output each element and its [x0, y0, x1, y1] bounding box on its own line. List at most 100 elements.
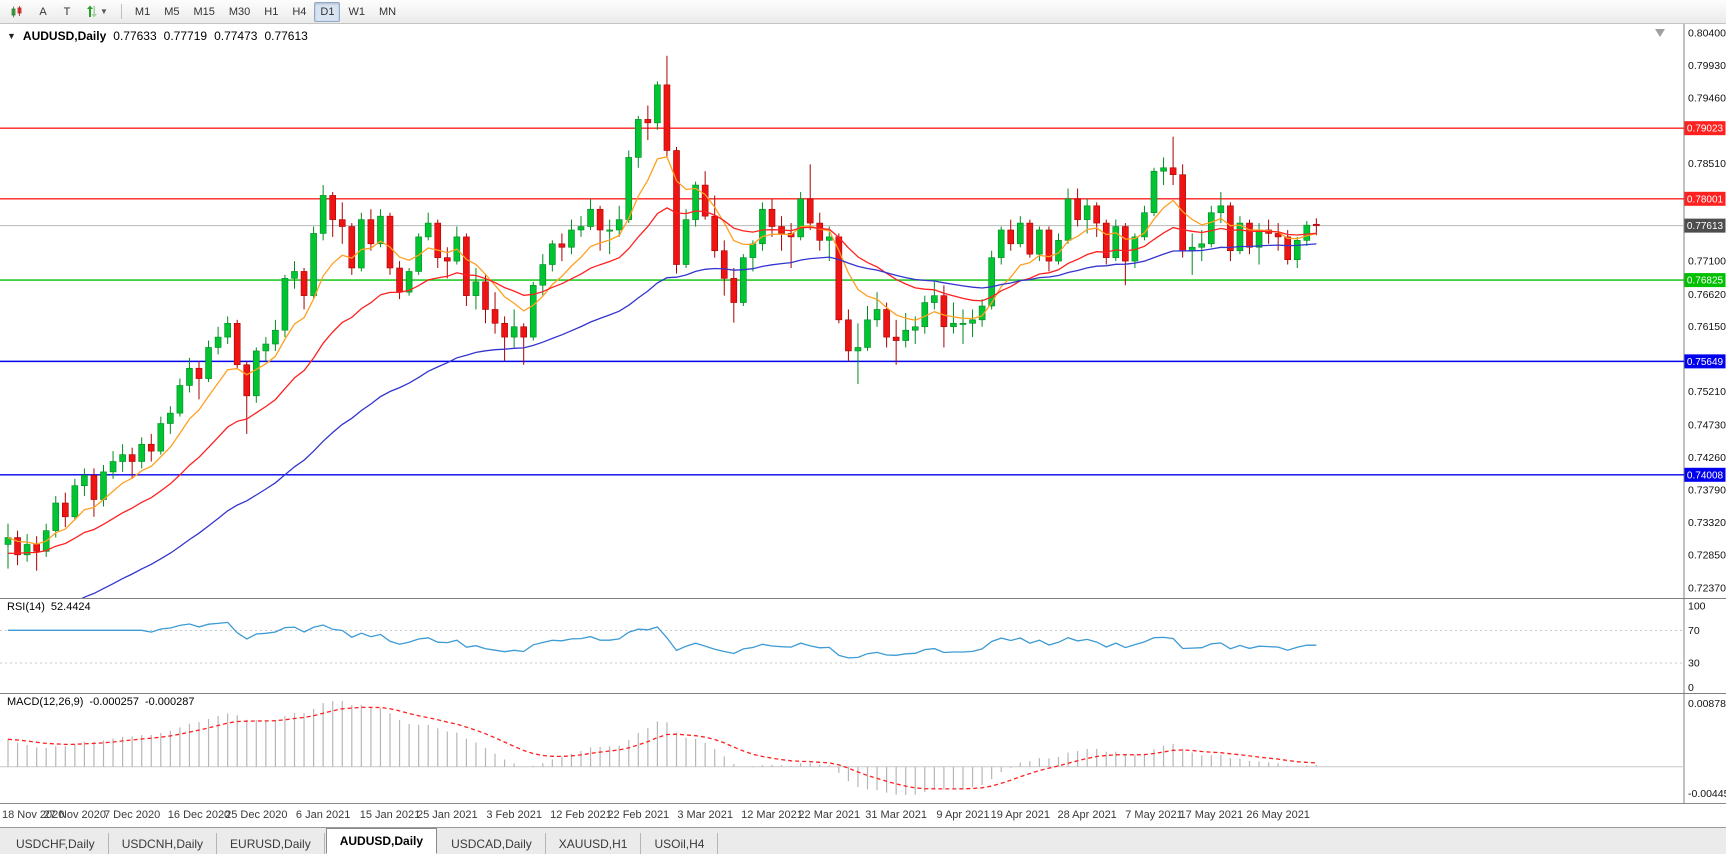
symbol-tab-eurusd[interactable]: EURUSD,Daily [217, 833, 325, 854]
candle-up [864, 319, 871, 348]
price-badge-label: 0.75649 [1687, 357, 1724, 368]
ohlc-open: 0.77633 [113, 29, 157, 43]
candle-up [262, 343, 270, 352]
timeframe-group: M1 M5 M15 M30 H1 H4 D1 W1 MN [129, 1, 402, 22]
timeframe-m15-button[interactable]: M15 [193, 5, 215, 18]
ma-fast-line [7, 156, 1317, 545]
price-axis-label: 0.79930 [1688, 60, 1726, 72]
candle-up [1112, 226, 1120, 258]
date-label: 28 Apr 2021 [1057, 809, 1117, 821]
chart-icon[interactable] [4, 2, 30, 22]
price-badge-label: 0.76825 [1687, 276, 1724, 287]
candle-up [52, 502, 60, 531]
candle-up [1303, 224, 1311, 241]
candle-up [176, 385, 184, 414]
candle-up [81, 475, 88, 487]
price-badge [1684, 467, 1726, 482]
rsi-axis-label: 100 [1688, 601, 1706, 613]
candle-up [472, 281, 480, 296]
candle-down [1274, 233, 1282, 238]
candle-down [883, 309, 890, 338]
timeframe-h4-button[interactable]: H4 [292, 5, 307, 18]
candle-up [214, 336, 222, 348]
macd-name: MACD(12,26,9) [7, 696, 84, 708]
candle-up [902, 329, 910, 341]
date-label: 9 Apr 2021 [936, 809, 990, 821]
candle-up [549, 243, 556, 265]
candle-up [100, 471, 107, 500]
candle-down [482, 281, 489, 310]
timeframe-h1-button[interactable]: H1 [264, 5, 279, 18]
date-label: 6 Jan 2021 [295, 809, 351, 821]
symbol-tab-usdcad[interactable]: USDCAD,Daily [438, 833, 546, 854]
main-chart-panel[interactable]: 0.804000.799300.794600.789800.785100.780… [0, 24, 1726, 598]
symbol-tab-audusd[interactable]: AUDUSD,Daily [325, 828, 438, 854]
candle-up [969, 319, 976, 324]
candle-up [319, 195, 327, 234]
candle-down [1122, 226, 1129, 262]
candle-up [1208, 212, 1215, 245]
candle-down [558, 243, 566, 248]
one-click-arrow-icon[interactable]: ▼ [7, 31, 16, 41]
candle-up [377, 215, 384, 245]
symbol-tabbar: USDCHF,Daily USDCNH,Daily EURUSD,Daily AUDU… [0, 827, 1726, 854]
timeframe-w1-button[interactable]: W1 [348, 5, 365, 18]
candle-up [205, 347, 212, 379]
price-badge-label: 0.78001 [1687, 194, 1724, 205]
candle-down [701, 184, 709, 217]
candle-down [300, 271, 308, 296]
rsi-panel[interactable]: 100 70 30 0 [0, 598, 1726, 693]
symbol-tab-usoil[interactable]: USOil,H4 [641, 833, 719, 854]
candle-up [1236, 222, 1244, 252]
date-label: 15 Jan 2021 [359, 809, 421, 821]
timeframe-mn-button[interactable]: MN [378, 5, 397, 18]
symbol-tab-xauusd[interactable]: XAUUSD,H1 [546, 833, 642, 854]
rsi-axis-label: 70 [1688, 625, 1700, 637]
price-axis-label: 0.80400 [1688, 28, 1726, 40]
candle-down [1313, 223, 1320, 226]
candle-down [730, 278, 738, 303]
candle-down [233, 322, 241, 366]
symbol-tab-usdchf[interactable]: USDCHF,Daily [3, 833, 109, 854]
candle-up [405, 271, 413, 293]
timeframe-d1-button[interactable]: D1 [314, 1, 341, 22]
symbol-tab-usdcnh[interactable]: USDCNH,Daily [109, 833, 218, 854]
candle-down [396, 267, 403, 293]
timeframe-m1-button[interactable]: M1 [134, 5, 151, 18]
candle-down [33, 544, 40, 552]
date-label: 12 Mar 2021 [741, 809, 803, 821]
candle-down [1284, 236, 1291, 260]
ohlc-low: 0.77473 [214, 29, 258, 43]
price-axis-label: 0.72370 [1688, 583, 1726, 595]
candle-down [1246, 222, 1253, 248]
candle-down [1227, 205, 1234, 252]
candle-up [281, 278, 289, 331]
price-axis-label: 0.75210 [1688, 386, 1726, 398]
toolbar-separator [120, 4, 122, 19]
candle-up [931, 295, 938, 303]
timeframe-m30-button[interactable]: M30 [228, 5, 251, 18]
arrows-icon[interactable]: ▼ [80, 2, 114, 22]
ma-slow-line [81, 243, 1317, 598]
chart-shift-icon[interactable] [1655, 29, 1665, 37]
candle-down [845, 319, 852, 352]
arrows-icon-glyph [87, 5, 97, 18]
candle-up [749, 243, 757, 258]
price-badge-label: 0.79023 [1687, 124, 1724, 135]
date-axis: 18 Nov 2020 27 Nov 2020 7 Dec 2020 16 Dec 2… [0, 803, 1726, 827]
date-label: 22 Mar 2021 [798, 809, 861, 821]
price-axis-label: 0.76620 [1688, 289, 1726, 301]
macd-panel[interactable]: 0.008782 -0.004451 [0, 693, 1726, 803]
text-tool-button[interactable]: T [63, 5, 71, 18]
price-axis-label: 0.78510 [1688, 158, 1726, 170]
candle-down [806, 198, 814, 224]
candle-down [1007, 229, 1015, 245]
candle-up [615, 219, 623, 231]
candle-down [768, 208, 776, 227]
annotate-button[interactable]: A [39, 5, 47, 18]
ohlc-high: 0.77719 [163, 29, 208, 43]
timeframe-m5-button[interactable]: M5 [164, 5, 180, 18]
price-badge [1684, 191, 1726, 206]
date-label: 25 Dec 2020 [225, 809, 288, 821]
